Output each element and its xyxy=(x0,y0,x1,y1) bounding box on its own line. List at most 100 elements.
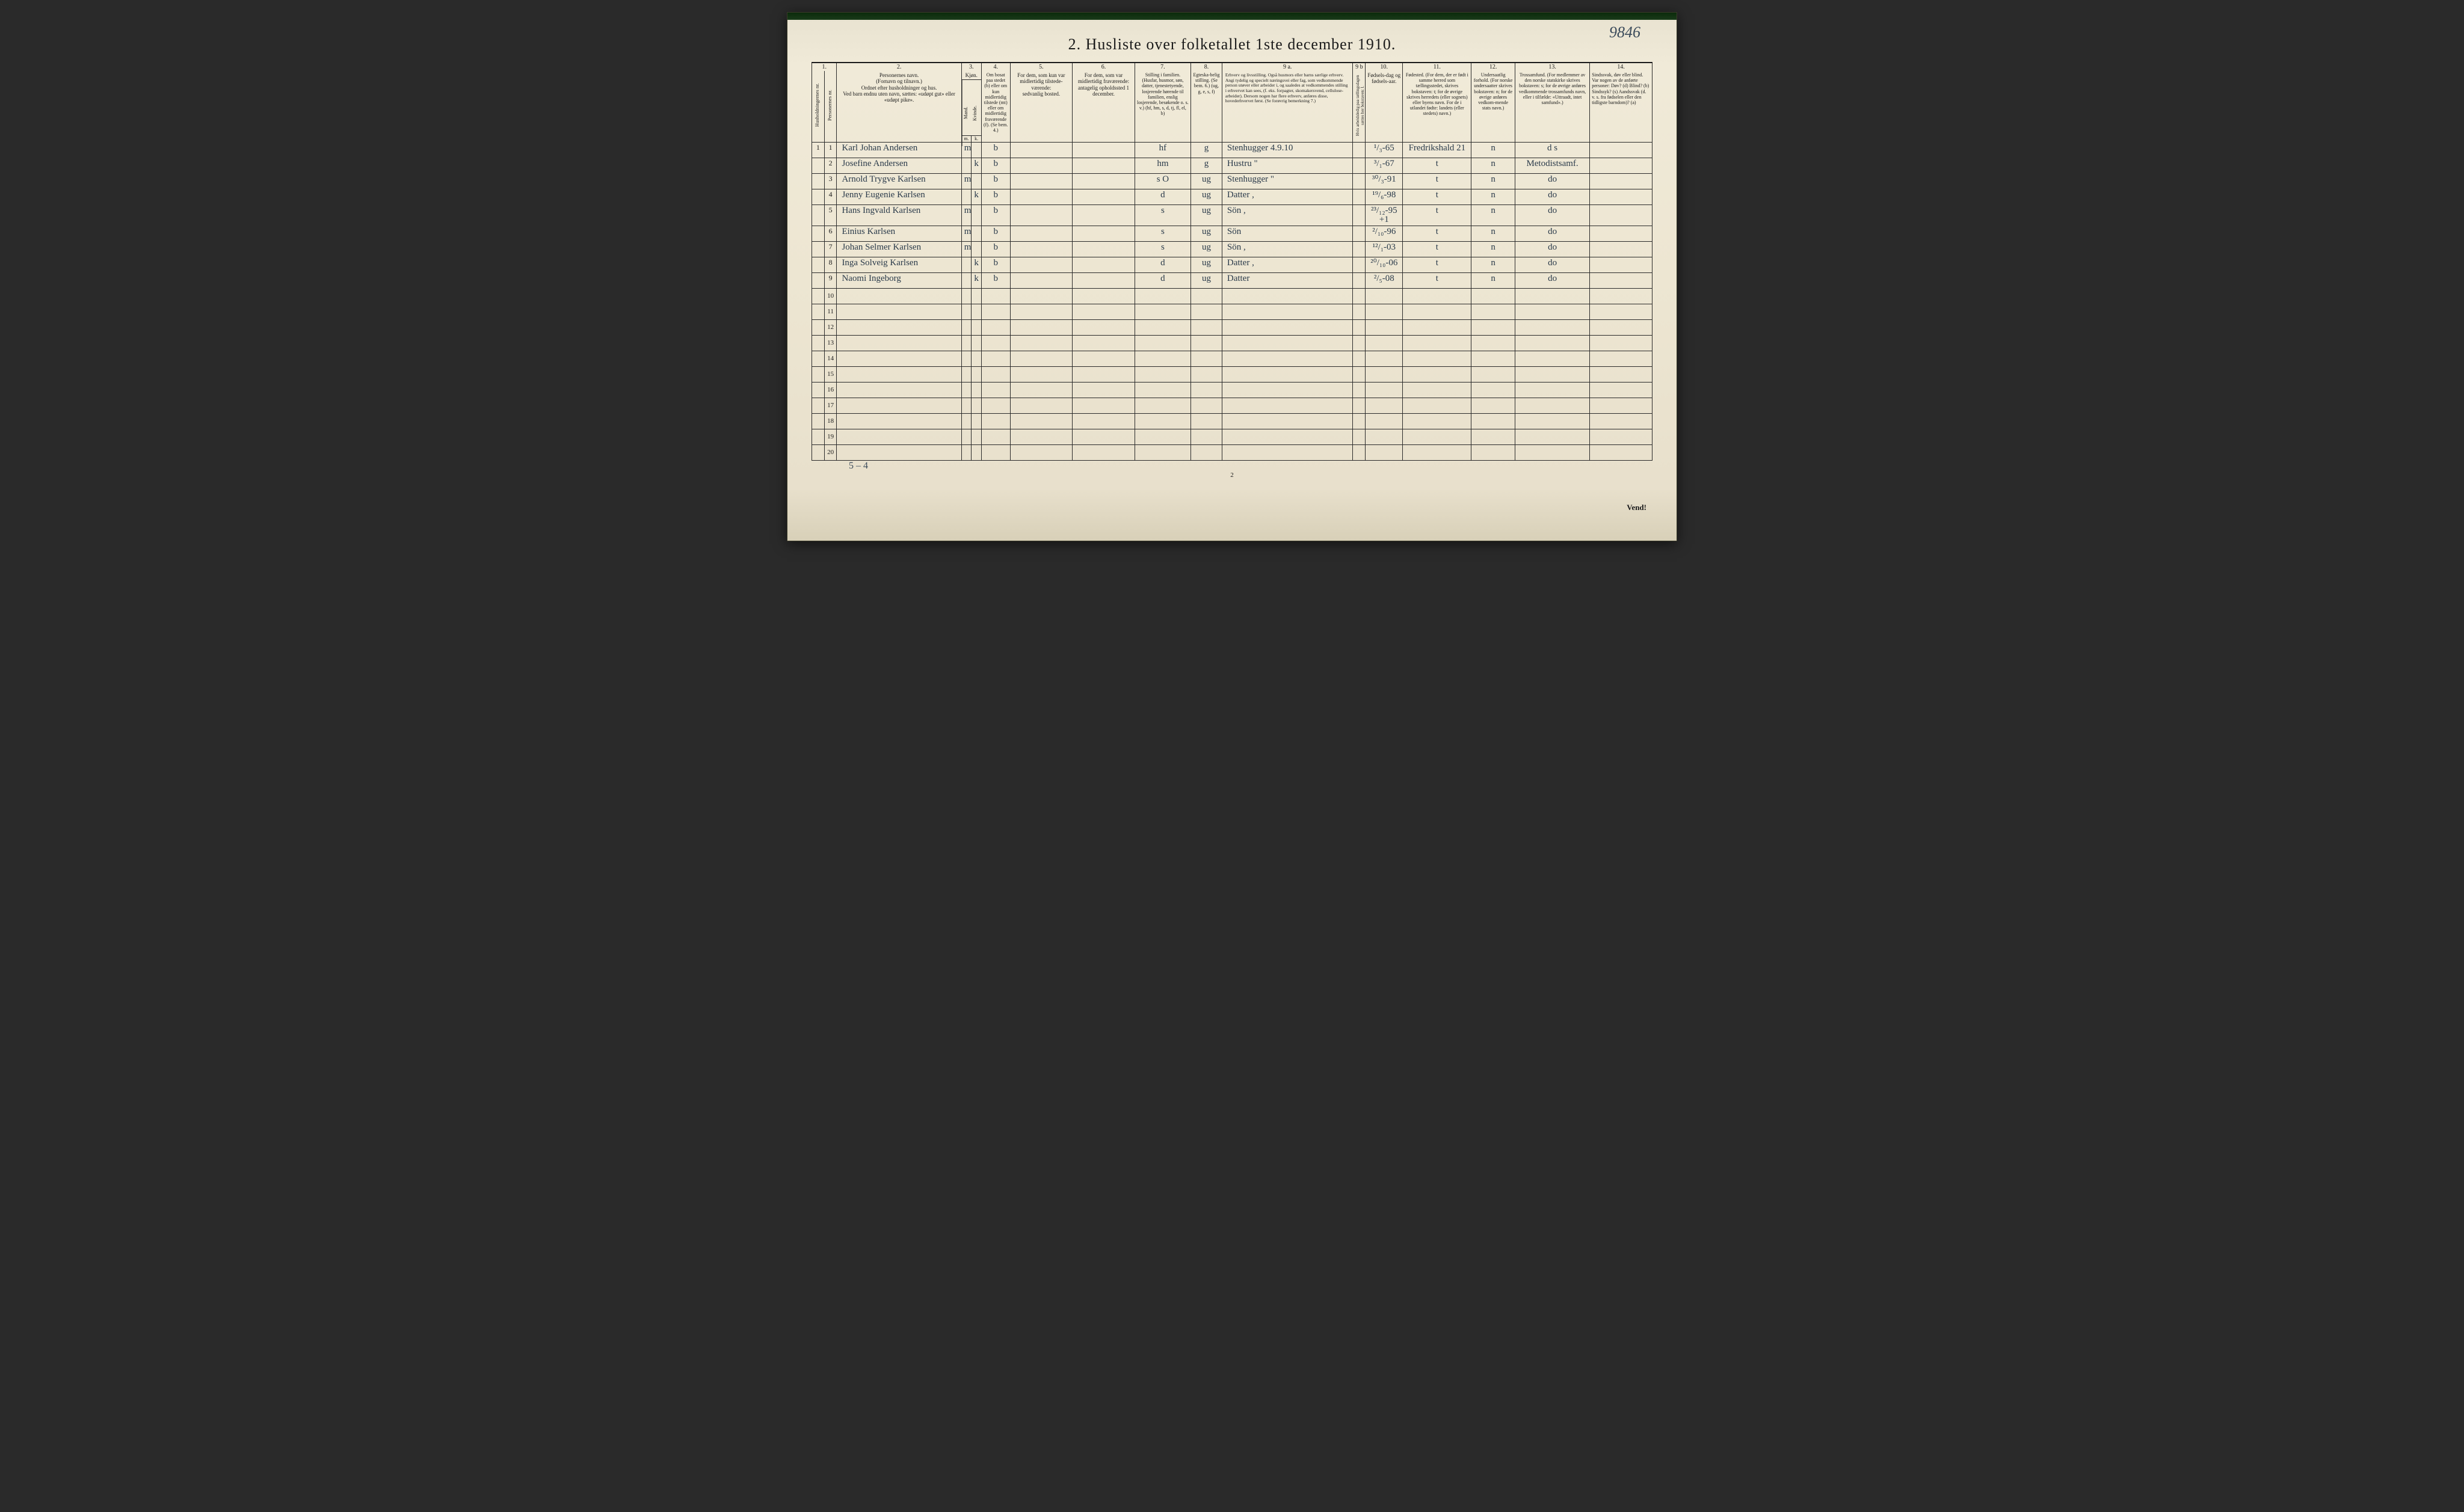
cell-name: Arnold Trygve Karlsen xyxy=(837,173,961,189)
cell-erhverv: Datter xyxy=(1222,272,1353,288)
cell-col5 xyxy=(1010,226,1073,241)
table-row: 7Johan Selmer KarlsenmbsugSön ,¹²/₁-03tn… xyxy=(812,241,1652,257)
cell-empty xyxy=(837,429,961,444)
cell-col6 xyxy=(1073,226,1135,241)
cell-tros: d s xyxy=(1515,142,1589,158)
cell-under: n xyxy=(1471,158,1515,173)
census-page: 9846 2. Husliste over folketallet 1ste d… xyxy=(787,12,1677,541)
cell-empty xyxy=(972,319,982,335)
cell-empty xyxy=(961,288,972,304)
cell-tros: do xyxy=(1515,189,1589,204)
cell-under: n xyxy=(1471,173,1515,189)
cell-empty xyxy=(1590,304,1652,319)
cell-empty xyxy=(1590,351,1652,366)
cell-fsted: t xyxy=(1403,257,1471,272)
cell-empty xyxy=(1403,382,1471,398)
cell-empty xyxy=(1135,335,1190,351)
cell-pn: 11 xyxy=(824,304,837,319)
cell-stilling: hf xyxy=(1135,142,1190,158)
cell-empty xyxy=(1222,382,1353,398)
cell-fsted: t xyxy=(1403,204,1471,226)
cell-hh xyxy=(812,382,825,398)
cell-hh xyxy=(812,173,825,189)
hdr-kjon: Kjøn. Mand. Kvinde. m. k. xyxy=(961,71,981,142)
cell-14 xyxy=(1590,189,1652,204)
cell-empty xyxy=(961,304,972,319)
table-row-empty: 20 xyxy=(812,444,1652,460)
cell-empty xyxy=(1471,413,1515,429)
hdr-col12: Undersaatlig forhold. (For norske unders… xyxy=(1471,71,1515,142)
cell-under: n xyxy=(1471,204,1515,226)
cell-empty xyxy=(1073,444,1135,460)
cell-res: b xyxy=(981,142,1010,158)
cell-pn: 15 xyxy=(824,366,837,382)
table-row-empty: 11 xyxy=(812,304,1652,319)
cell-empty xyxy=(1010,366,1073,382)
cell-name: Jenny Eugenie Karlsen xyxy=(837,189,961,204)
cell-pn: 6 xyxy=(824,226,837,241)
cell-empty xyxy=(1191,382,1222,398)
empty-body: 1011121314151617181920 xyxy=(812,288,1652,460)
hdr-col7: Stilling i familien. (Husfar, husmor, sø… xyxy=(1135,71,1190,142)
cell-empty xyxy=(1135,444,1190,460)
cell-14 xyxy=(1590,173,1652,189)
cell-fsted: t xyxy=(1403,226,1471,241)
cell-empty xyxy=(1403,366,1471,382)
cell-tros: do xyxy=(1515,241,1589,257)
hdr-col8: Egteska-belig stilling. (Se bem. 6.) (ug… xyxy=(1191,71,1222,142)
cell-empty xyxy=(1515,319,1589,335)
cell-empty xyxy=(1353,319,1366,335)
cell-empty xyxy=(1590,319,1652,335)
cell-empty xyxy=(972,429,982,444)
cell-empty xyxy=(1590,444,1652,460)
tally-row: 5 – 4 xyxy=(812,460,1652,472)
cell-hh xyxy=(812,272,825,288)
cell-pn: 4 xyxy=(824,189,837,204)
cell-empty xyxy=(837,398,961,413)
cell-hh: 1 xyxy=(812,142,825,158)
table-row-empty: 19 xyxy=(812,429,1652,444)
cell-9b xyxy=(1353,241,1366,257)
cell-empty xyxy=(1515,429,1589,444)
cell-empty xyxy=(837,335,961,351)
cell-pn: 9 xyxy=(824,272,837,288)
cell-empty xyxy=(1191,304,1222,319)
cell-empty xyxy=(1222,366,1353,382)
cell-empty xyxy=(1515,382,1589,398)
cell-empty xyxy=(1403,413,1471,429)
cell-empty xyxy=(972,413,982,429)
cell-empty xyxy=(1073,304,1135,319)
cell-empty xyxy=(972,366,982,382)
cell-empty xyxy=(1403,398,1471,413)
cell-9b xyxy=(1353,204,1366,226)
cell-tros: do xyxy=(1515,257,1589,272)
cell-empty xyxy=(981,288,1010,304)
table-row-empty: 15 xyxy=(812,366,1652,382)
cell-empty xyxy=(1366,335,1403,351)
cell-hh xyxy=(812,241,825,257)
hdr-kjon-k: Kvinde. xyxy=(972,80,981,146)
data-body: 11Karl Johan AndersenmbhfgStenhugger 4.9… xyxy=(812,142,1652,288)
cell-empty xyxy=(1191,444,1222,460)
cell-egte: ug xyxy=(1191,173,1222,189)
cell-name: Naomi Ingeborg xyxy=(837,272,961,288)
cell-pn: 16 xyxy=(824,382,837,398)
cell-empty xyxy=(1222,398,1353,413)
cell-res: b xyxy=(981,158,1010,173)
table-row-empty: 10 xyxy=(812,288,1652,304)
cell-empty xyxy=(1073,319,1135,335)
cell-pn: 19 xyxy=(824,429,837,444)
cell-9b xyxy=(1353,142,1366,158)
cell-empty xyxy=(981,413,1010,429)
cell-empty xyxy=(1403,444,1471,460)
cell-under: n xyxy=(1471,142,1515,158)
cell-col6 xyxy=(1073,189,1135,204)
colnum-7: 7. xyxy=(1135,63,1190,71)
cell-empty xyxy=(1191,429,1222,444)
cell-kjon-m xyxy=(961,272,972,288)
cell-empty xyxy=(837,304,961,319)
cell-hh xyxy=(812,351,825,366)
cell-14 xyxy=(1590,241,1652,257)
cell-empty xyxy=(1135,429,1190,444)
footer-vend: Vend! xyxy=(812,503,1652,512)
